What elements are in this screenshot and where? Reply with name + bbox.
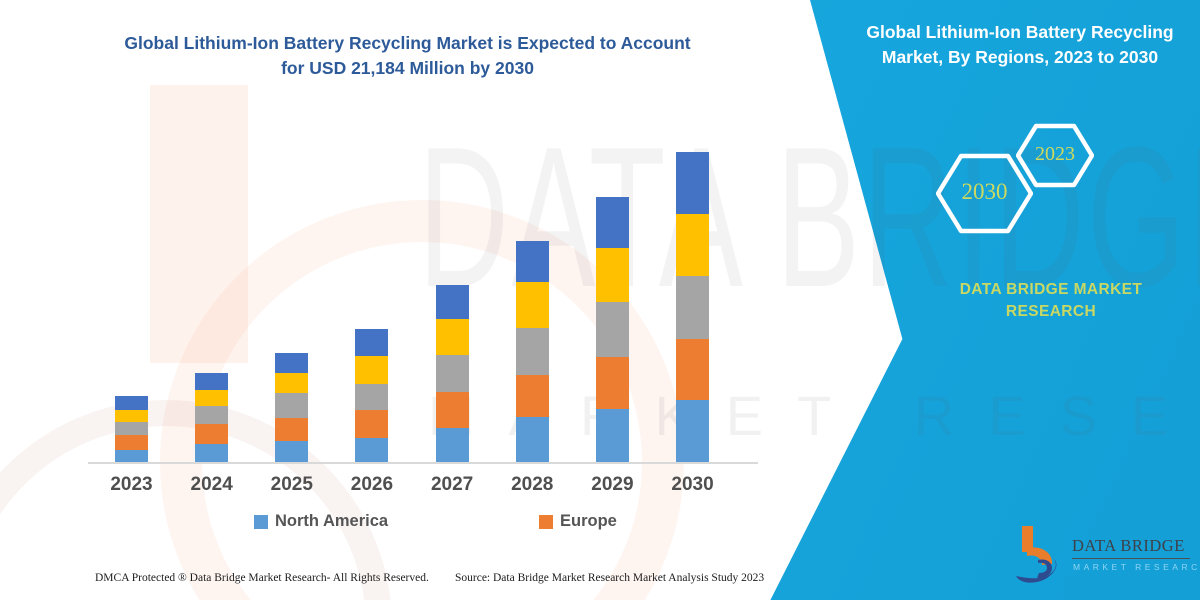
source-note: Source: Data Bridge Market Research Mark… — [455, 572, 765, 584]
x-tick-2025: 2025 — [270, 474, 313, 495]
bar-segment-europe — [435, 392, 469, 428]
bar-segment-unlabeled-region-yellow — [355, 356, 389, 384]
bar-2029 — [595, 197, 629, 462]
bar-segment-north-america — [595, 409, 629, 462]
bar-segment-unlabeled-region-yellow — [275, 373, 309, 393]
x-tick-2027: 2027 — [430, 474, 474, 495]
watermark-text-marketresearch: MARKET RESEARCH — [428, 384, 1200, 447]
chart-title: Global Lithium-Ion Battery Recycling Mar… — [85, 31, 730, 81]
x-tick-2030: 2030 — [671, 474, 714, 495]
x-tick-2026: 2026 — [350, 474, 394, 495]
bar-segment-unlabeled-region-gray — [355, 384, 389, 410]
bar-segment-europe — [275, 418, 309, 441]
hexagon-2030-label: 2030 — [961, 179, 1008, 204]
bar-segment-europe — [595, 357, 629, 409]
stacked-bar-plot — [90, 152, 760, 462]
bar-2030 — [676, 152, 710, 462]
sidebar-heading: Global Lithium-Ion Battery Recycling Mar… — [855, 20, 1185, 69]
bar-segment-europe — [355, 410, 389, 438]
hexagon-outline-icon — [1015, 123, 1095, 188]
bar-2027 — [435, 285, 469, 462]
x-tick-2029: 2029 — [591, 474, 634, 495]
bar-segment-north-america — [195, 444, 229, 462]
bar-segment-unlabeled-region-gray — [435, 355, 469, 392]
bar-segment-unlabeled-region-gray — [676, 276, 710, 340]
bar-segment-north-america — [515, 417, 549, 462]
bar-segment-north-america — [275, 441, 309, 462]
bar-segment-unlabeled-region-darkblue — [435, 285, 469, 319]
legend-item-europe: Europe — [539, 512, 617, 531]
legend-label-north-america: North America — [275, 512, 389, 530]
bar-segment-unlabeled-region-darkblue — [676, 152, 710, 215]
dmca-notice: DMCA Protected ® Data Bridge Market Rese… — [95, 572, 429, 584]
bar-segment-europe — [115, 435, 148, 450]
bar-segment-europe — [676, 339, 710, 400]
bar-segment-north-america — [355, 438, 389, 462]
bar-segment-unlabeled-region-yellow — [115, 410, 148, 422]
x-tick-2028: 2028 — [511, 474, 554, 495]
chart-title-line2: for USD 21,184 Million by 2030 — [281, 57, 534, 78]
bar-2024 — [195, 373, 229, 462]
bar-segment-unlabeled-region-yellow — [595, 248, 629, 303]
bar-segment-unlabeled-region-darkblue — [275, 353, 309, 373]
hexagon-outline-icon — [935, 153, 1034, 234]
logo-title: DATA BRIDGE — [1072, 536, 1190, 559]
bar-segment-unlabeled-region-darkblue — [595, 197, 629, 249]
bar-segment-unlabeled-region-darkblue — [355, 329, 389, 356]
legend-swatch-north-america — [254, 514, 268, 529]
decorative-arc — [0, 130, 10, 470]
sidebar-heading-line1: Global Lithium-Ion Battery Recycling — [866, 22, 1174, 42]
data-bridge-logo-icon — [1016, 526, 1057, 583]
bar-segment-unlabeled-region-gray — [275, 393, 309, 418]
bar-segment-unlabeled-region-gray — [515, 328, 549, 375]
bar-segment-europe — [515, 375, 549, 417]
bar-segment-north-america — [435, 428, 469, 462]
bar-segment-unlabeled-region-gray — [195, 406, 229, 424]
x-tick-2023: 2023 — [110, 474, 153, 495]
bar-segment-unlabeled-region-yellow — [515, 282, 549, 328]
bar-segment-north-america — [115, 450, 148, 462]
x-axis-line — [88, 462, 758, 464]
bar-segment-north-america — [676, 400, 710, 462]
chart-title-line1: Global Lithium-Ion Battery Recycling Mar… — [124, 33, 691, 53]
bar-2028 — [515, 241, 549, 462]
hexagon-2023: 2023 — [1015, 123, 1095, 188]
legend-label-europe: Europe — [560, 512, 617, 530]
logo-subtitle: MARKET RESEARCH — [1073, 562, 1200, 572]
sidebar-brand-text: DATA BRIDGE MARKET RESEARCH — [959, 281, 1143, 321]
bar-segment-unlabeled-region-yellow — [435, 319, 469, 355]
bar-segment-unlabeled-region-yellow — [195, 390, 229, 406]
data-bridge-logo: DATA BRIDGE MARKET RESEARCH — [992, 522, 1200, 592]
bar-2026 — [355, 329, 389, 462]
legend-swatch-europe — [539, 514, 553, 529]
hexagon-2030: 2030 — [935, 153, 1034, 234]
bar-2023 — [115, 396, 148, 462]
bar-segment-unlabeled-region-yellow — [676, 214, 710, 277]
sidebar-heading-line2: Market, By Regions, 2023 to 2030 — [881, 46, 1159, 67]
bar-segment-europe — [195, 424, 229, 444]
legend-item-north-america: North America — [254, 512, 388, 531]
x-tick-2024: 2024 — [190, 474, 233, 495]
bar-segment-unlabeled-region-darkblue — [195, 373, 229, 390]
bar-2025 — [275, 353, 309, 462]
bar-segment-unlabeled-region-darkblue — [515, 241, 549, 283]
hexagon-2023-label: 2023 — [1035, 143, 1075, 165]
bar-segment-unlabeled-region-gray — [595, 302, 629, 358]
bar-segment-unlabeled-region-gray — [115, 422, 148, 435]
bar-segment-unlabeled-region-darkblue — [115, 396, 148, 410]
